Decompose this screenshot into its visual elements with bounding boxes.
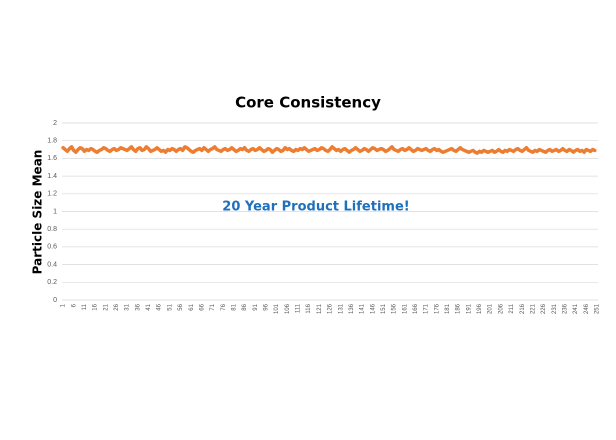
x-tick-label: 171 [424, 303, 430, 314]
x-tick-label: 131 [338, 303, 344, 314]
x-tick-label: 141 [360, 303, 366, 314]
x-tick-label: 156 [392, 303, 398, 314]
x-tick-label: 51 [167, 303, 173, 310]
x-tick-label: 206 [498, 303, 504, 314]
x-tick-label: 101 [274, 303, 280, 314]
x-tick-label: 6 [71, 303, 77, 307]
x-tick-label: 151 [381, 303, 387, 314]
y-tick-label: 2 [53, 120, 57, 127]
chart-title: Core Consistency [235, 94, 381, 112]
x-tick-label: 116 [306, 303, 312, 313]
x-tick-label: 71 [210, 303, 216, 310]
x-tick-label: 226 [541, 303, 547, 314]
y-tick-label: 0.4 [47, 261, 57, 268]
x-tick-label: 191 [466, 303, 472, 314]
x-tick-label: 161 [402, 303, 408, 314]
y-axis-label: Particle Size Mean [31, 150, 45, 275]
x-tick-label: 106 [285, 303, 291, 314]
x-tick-label: 251 [595, 303, 601, 314]
x-tick-label: 231 [552, 303, 558, 314]
x-tick-label: 146 [370, 303, 376, 314]
y-tick-label: 0 [53, 297, 57, 304]
x-tick-label: 236 [562, 303, 568, 314]
x-tick-label: 36 [135, 303, 141, 310]
y-tick-label: 0.8 [47, 226, 57, 233]
x-tick-label: 126 [328, 303, 334, 314]
x-tick-label: 66 [199, 303, 205, 310]
x-tick-label: 211 [509, 303, 515, 313]
x-tick-label: 221 [530, 303, 536, 314]
x-tick-label: 16 [93, 303, 99, 310]
x-tick-label: 91 [253, 303, 259, 310]
x-tick-label: 96 [264, 303, 270, 310]
x-tick-label: 46 [157, 303, 163, 310]
x-tick-label: 76 [221, 303, 227, 310]
data-line [61, 145, 597, 155]
x-tick-label: 246 [584, 303, 590, 314]
annotation: 20 Year Product Lifetime! [222, 200, 409, 215]
y-tick-label: 1.6 [47, 155, 57, 162]
y-tick-label: 1.8 [47, 138, 57, 145]
x-tick-label: 26 [114, 303, 120, 310]
y-tick-label: 0.6 [47, 244, 57, 251]
x-tick-label: 136 [349, 303, 355, 314]
y-tick-label: 1 [53, 208, 57, 215]
y-tick-label: 1.2 [47, 191, 57, 198]
x-tick-label: 166 [413, 303, 419, 314]
x-tick-label: 176 [434, 303, 440, 314]
y-tick-label: 1.4 [47, 173, 57, 180]
x-tick-label: 61 [189, 303, 195, 310]
x-tick-label: 216 [520, 303, 526, 314]
x-tick-label: 11 [82, 303, 88, 310]
x-tick-label: 1 [61, 303, 67, 307]
x-tick-label: 196 [477, 303, 483, 314]
x-tick-label: 86 [242, 303, 248, 310]
x-tick-label: 201 [488, 303, 494, 314]
x-tick-label: 121 [317, 303, 323, 314]
x-tick-label: 31 [125, 303, 131, 310]
x-tick-label: 241 [573, 303, 579, 314]
x-tick-label: 21 [103, 303, 109, 310]
x-tick-label: 111 [296, 303, 302, 313]
y-tick-label: 0.2 [47, 279, 57, 286]
x-tick-label: 181 [445, 303, 451, 314]
x-tick-label: 81 [231, 303, 237, 310]
x-tick-label: 186 [456, 303, 462, 314]
x-tick-label: 41 [146, 303, 152, 310]
x-tick-label: 56 [178, 303, 184, 310]
